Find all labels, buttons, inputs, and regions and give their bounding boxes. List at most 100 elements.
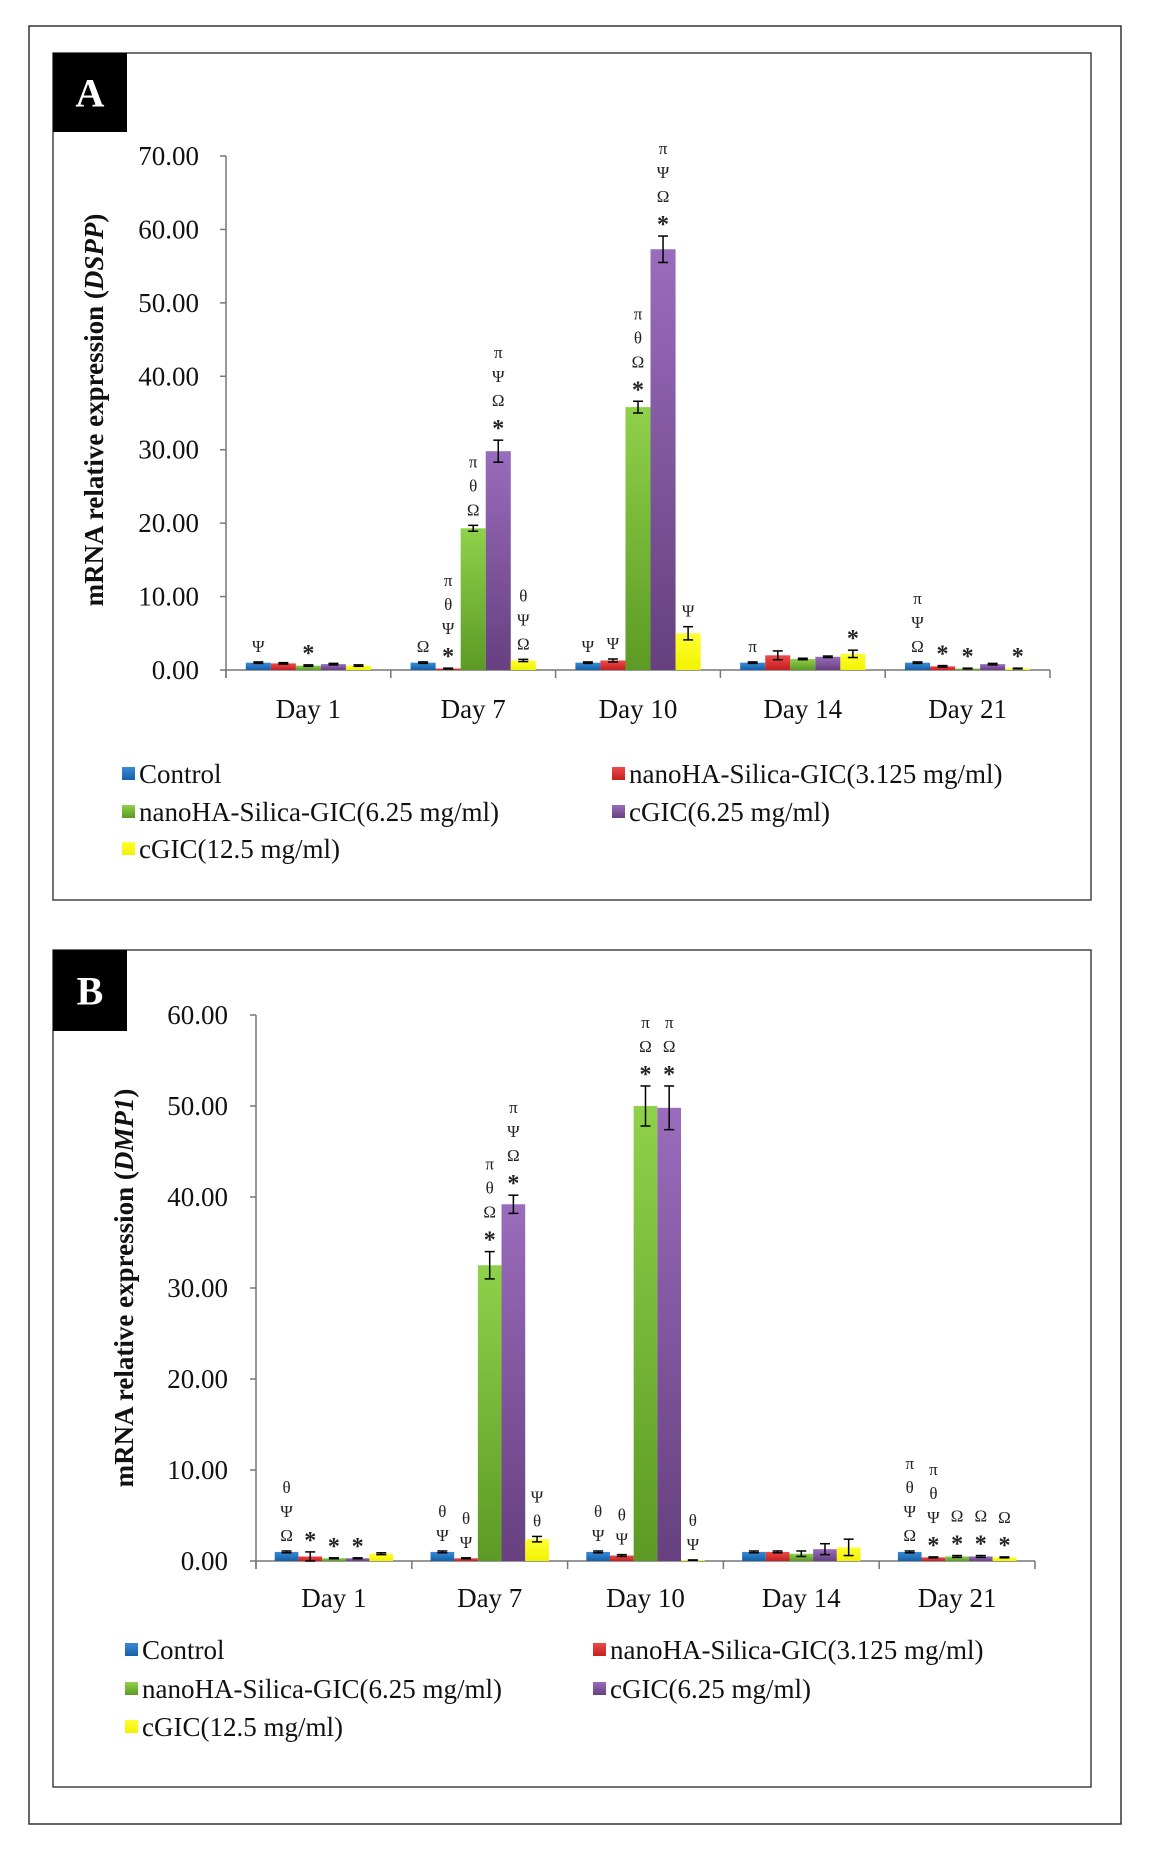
- significance-mark: π: [485, 1155, 494, 1174]
- significance-mark: θ: [689, 1511, 697, 1530]
- significance-mark: θ: [444, 595, 452, 614]
- significance-mark: π: [469, 452, 478, 471]
- y-tick-label: 10.00: [138, 582, 199, 612]
- legend-item: cGIC(12.5 mg/ml): [122, 834, 340, 864]
- bar: [740, 662, 766, 670]
- bar: [410, 662, 436, 670]
- significance-mark: Ψ: [682, 602, 695, 621]
- significance-mark: Ω: [974, 1507, 987, 1526]
- significance-mark: π: [509, 1098, 518, 1117]
- bar: [815, 656, 841, 670]
- bar: [968, 1556, 993, 1561]
- significance-mark: Ω: [483, 1203, 496, 1222]
- significance-mark: *: [663, 1062, 675, 1088]
- legend-label: Control: [139, 759, 222, 789]
- legend-swatch: [612, 805, 625, 818]
- bar: [430, 1551, 455, 1561]
- bar: [454, 1558, 478, 1561]
- legend-item: Control: [125, 1635, 225, 1665]
- significance-mark: Ψ: [592, 1526, 605, 1545]
- y-tick-label: 60.00: [167, 1000, 228, 1030]
- legend-label: cGIC(6.25 mg/ml): [610, 1674, 811, 1704]
- y-axis-title-suffix: ): [79, 214, 109, 223]
- significance-mark: θ: [486, 1179, 494, 1198]
- bar: [274, 1551, 299, 1561]
- significance-mark: Ω: [911, 637, 924, 656]
- significance-mark: *: [657, 212, 669, 238]
- significance-mark: *: [507, 1171, 519, 1197]
- significance-mark: *: [951, 1532, 963, 1558]
- legend-swatch: [593, 1643, 606, 1656]
- significance-mark: *: [302, 641, 314, 667]
- bar: [369, 1553, 394, 1561]
- significance-mark: π: [929, 1460, 938, 1479]
- legend-item: nanoHA-Silica-GIC(3.125 mg/ml): [612, 759, 1002, 789]
- bar: [904, 662, 931, 670]
- bar: [575, 662, 601, 670]
- x-tick-label: Day 14: [763, 694, 842, 724]
- significance-mark: Ω: [280, 1526, 293, 1545]
- significance-mark: Ψ: [517, 610, 530, 629]
- bar: [586, 1551, 610, 1561]
- significance-mark: *: [937, 642, 949, 668]
- significance-mark: Ω: [639, 1037, 652, 1056]
- significance-mark: θ: [594, 1502, 602, 1521]
- legend-item: cGIC(6.25 mg/ml): [593, 1674, 811, 1704]
- x-tick-label: Day 21: [928, 694, 1007, 724]
- significance-mark: π: [748, 637, 757, 656]
- panel-border: [52, 949, 1092, 1788]
- panel-label-box: [53, 950, 127, 1031]
- legend-item: cGIC(6.25 mg/ml): [612, 797, 830, 827]
- legend-swatch: [125, 1682, 138, 1695]
- y-tick-label: 20.00: [138, 508, 199, 538]
- significance-mark: *: [328, 1534, 340, 1560]
- significance-mark: *: [352, 1534, 364, 1560]
- y-tick-label: 70.00: [138, 141, 199, 171]
- x-tick-label: Day 10: [599, 694, 678, 724]
- bar: [790, 658, 816, 670]
- legend-swatch: [122, 842, 135, 855]
- significance-mark: π: [905, 1454, 914, 1473]
- significance-mark: Ω: [657, 187, 670, 206]
- significance-mark: *: [847, 626, 859, 652]
- bar: [657, 1107, 682, 1561]
- significance-mark: Ω: [632, 352, 645, 371]
- significance-mark: Ω: [417, 637, 430, 656]
- bar: [840, 653, 866, 670]
- bar: [345, 1558, 370, 1561]
- bar: [789, 1553, 814, 1561]
- legend-swatch: [125, 1720, 138, 1733]
- significance-mark: *: [975, 1532, 987, 1558]
- bar: [633, 1106, 658, 1561]
- legend-label: nanoHA-Silica-GIC(6.25 mg/ml): [139, 797, 499, 827]
- significance-mark: π: [665, 1013, 674, 1032]
- significance-mark: *: [1012, 644, 1024, 670]
- significance-mark: Ψ: [492, 367, 505, 386]
- bar: [897, 1551, 922, 1561]
- significance-mark: *: [927, 1533, 939, 1559]
- significance-mark: Ω: [467, 500, 480, 519]
- significance-mark: Ψ: [927, 1508, 940, 1527]
- significance-mark: *: [484, 1228, 496, 1254]
- significance-mark: θ: [533, 1511, 541, 1530]
- bar: [345, 665, 372, 670]
- x-tick-label: Day 1: [301, 1583, 366, 1613]
- y-tick-label: 60.00: [138, 214, 199, 244]
- bar: [980, 664, 1006, 670]
- x-tick-label: Day 7: [457, 1583, 522, 1613]
- significance-mark: Ψ: [582, 637, 595, 656]
- significance-mark: π: [494, 343, 503, 362]
- legend-item: nanoHA-Silica-GIC(3.125 mg/ml): [593, 1635, 983, 1665]
- significance-mark: *: [632, 377, 644, 403]
- bar: [921, 1557, 946, 1561]
- significance-mark: Ω: [507, 1146, 520, 1165]
- bar: [945, 1556, 969, 1561]
- bar: [245, 662, 271, 670]
- significance-mark: *: [640, 1062, 652, 1088]
- x-tick-label: Day 10: [606, 1583, 685, 1613]
- significance-mark: Ω: [903, 1526, 916, 1545]
- significance-mark: θ: [282, 1478, 290, 1497]
- significance-mark: π: [659, 139, 668, 158]
- y-tick-label: 30.00: [167, 1273, 228, 1303]
- bar: [510, 660, 536, 670]
